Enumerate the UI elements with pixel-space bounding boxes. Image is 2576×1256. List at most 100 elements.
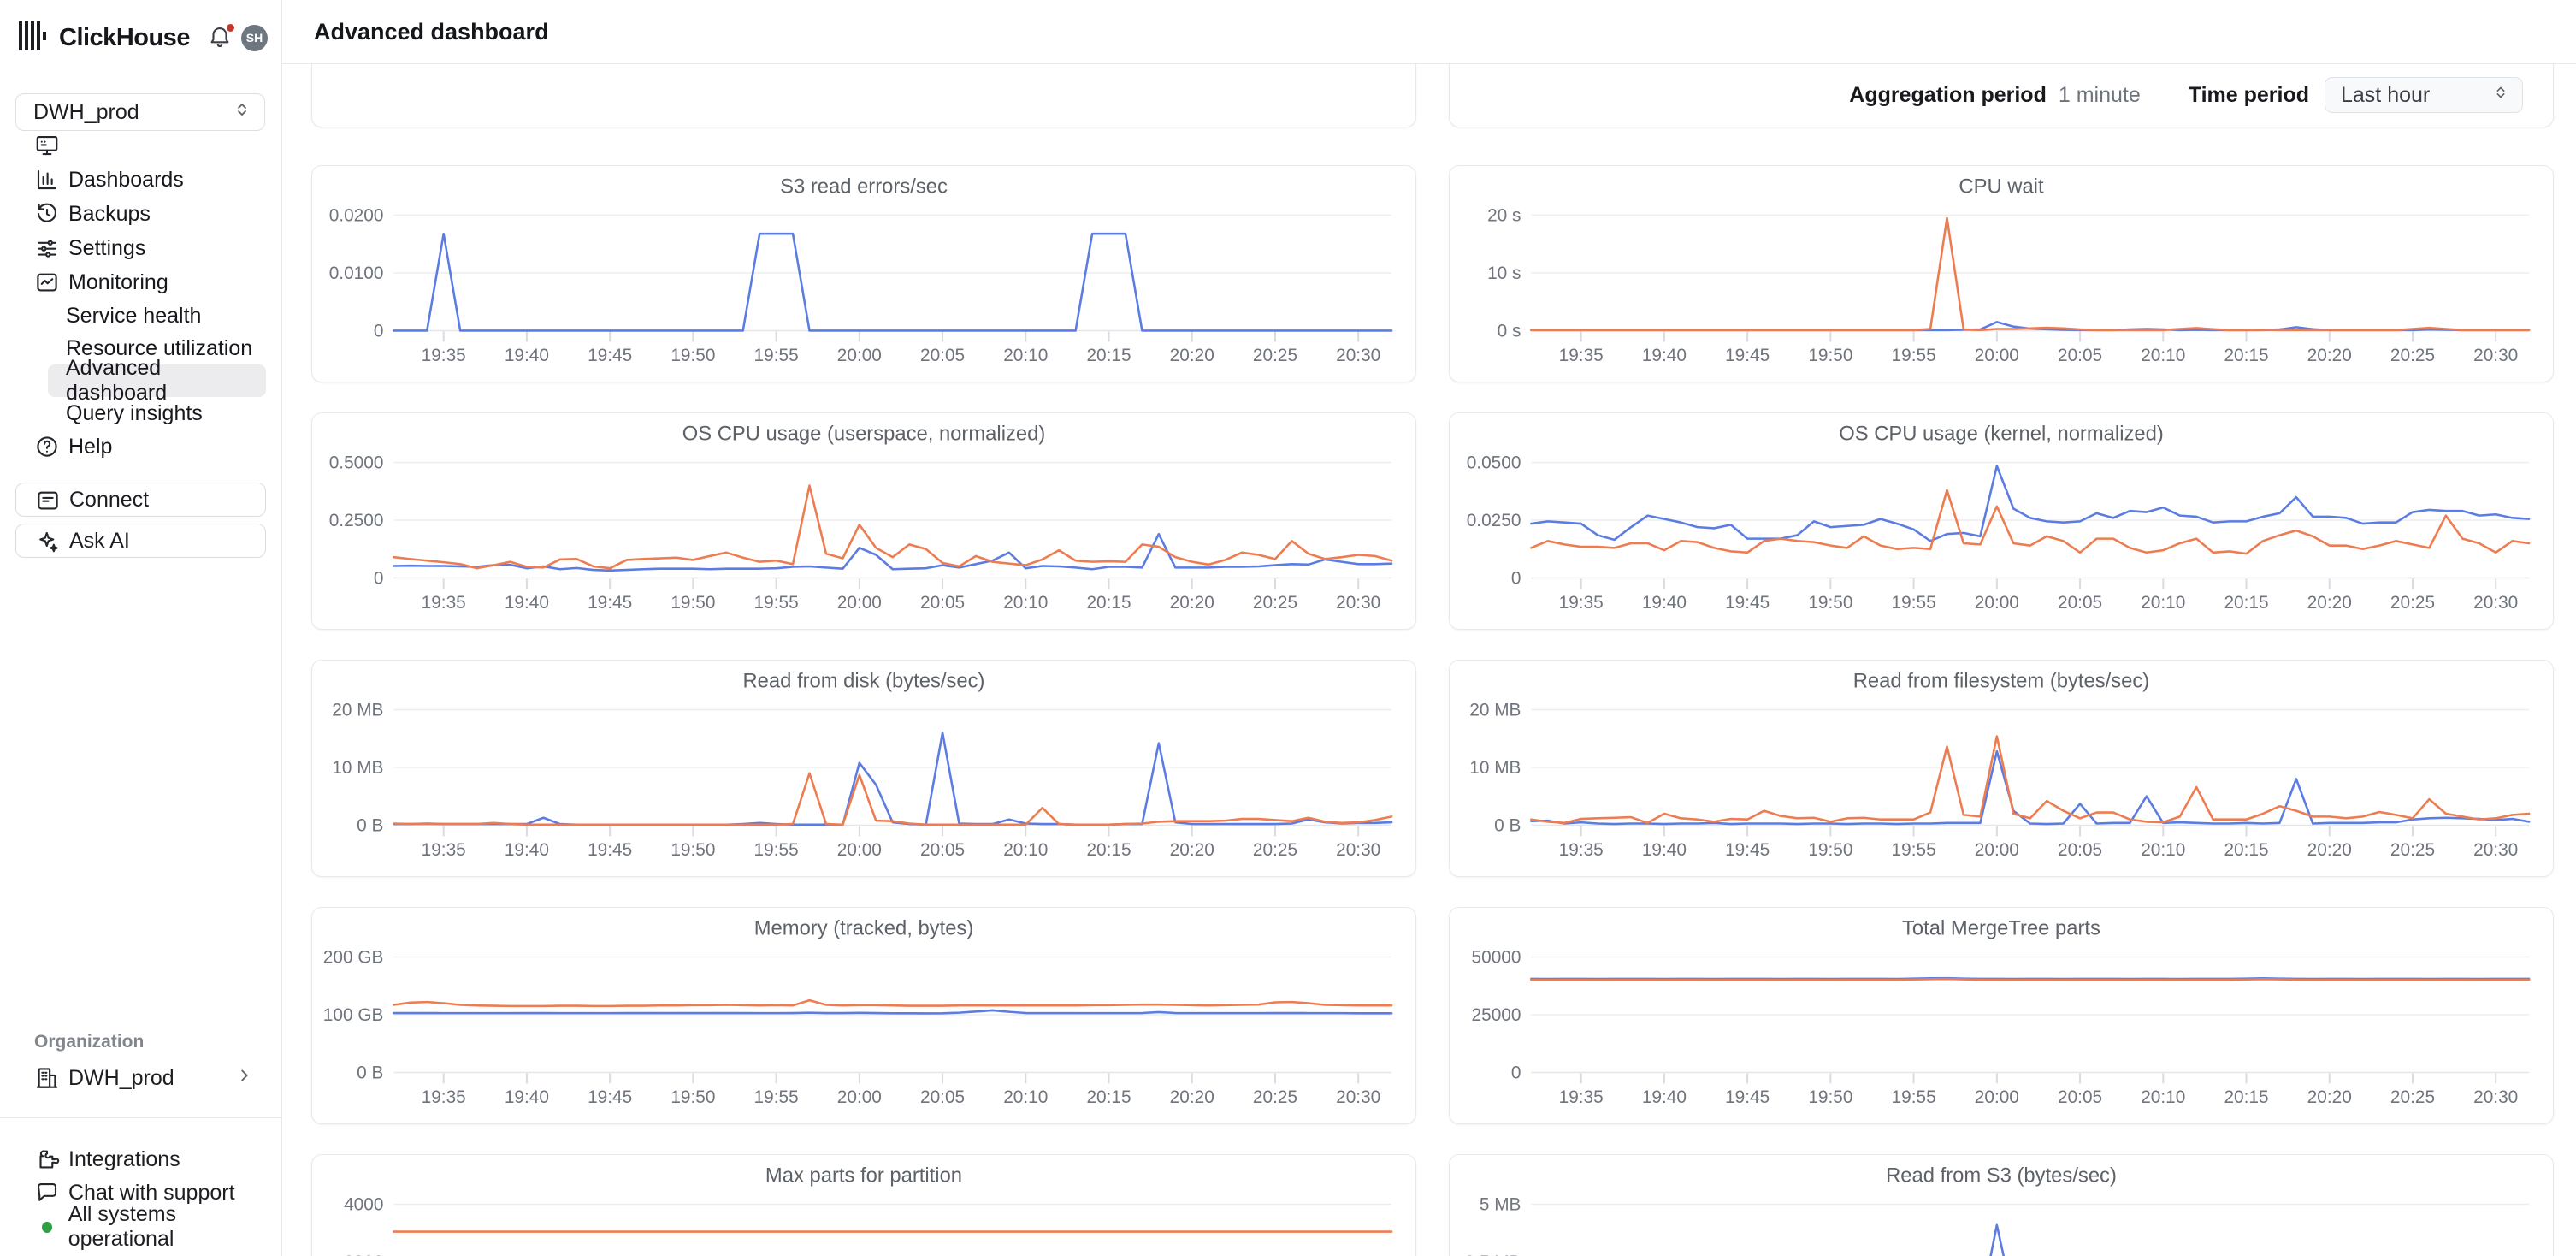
time-period-select[interactable]: Last hour bbox=[2325, 77, 2523, 113]
x-tick-label: 20:15 bbox=[1086, 840, 1131, 860]
x-tick-label: 20:30 bbox=[2473, 346, 2518, 365]
sidebar-item-organization[interactable]: DWH_prod bbox=[15, 1061, 266, 1095]
series-line-orange bbox=[393, 772, 1393, 826]
y-tick-label: 0 bbox=[1511, 568, 1521, 588]
y-tick-label: 0 B bbox=[357, 1063, 383, 1082]
chart-plot-total-mergetree-parts[interactable]: Total MergeTree parts 50000 25000 0 19:35 19:… bbox=[1450, 908, 2553, 1123]
x-tick-label: 20:20 bbox=[2307, 1087, 2352, 1107]
sidebar-item-help[interactable]: Help bbox=[15, 430, 266, 464]
monitoring-icon bbox=[34, 270, 60, 295]
organization-section-label: Organization bbox=[34, 1032, 145, 1052]
chart-card-total-mergetree-parts[interactable]: Total MergeTree parts 50000 25000 0 19:35 19:… bbox=[1449, 907, 2554, 1124]
x-tick-label: 20:00 bbox=[1975, 1087, 2019, 1107]
chart-card-memory-tracked-bytes-[interactable]: Memory (tracked, bytes) 200 GB 100 GB 0 B 19… bbox=[311, 907, 1416, 1124]
sidebar-item-monitoring[interactable]: Monitoring bbox=[15, 265, 266, 299]
chart-plot-cpu-wait[interactable]: CPU wait 20 s 10 s 0 s 19:35 19:40 19:45 19:50 1… bbox=[1450, 166, 2553, 382]
chart-card-read-from-s3-bytes-sec-[interactable]: Read from S3 (bytes/sec)5 MB2.5 MB0 B19:… bbox=[1449, 1154, 2554, 1256]
y-tick-label: 10 MB bbox=[332, 758, 383, 778]
series-line-blue bbox=[1530, 465, 2531, 542]
time-period-label: Time period bbox=[2188, 82, 2309, 107]
chart-plot-max-parts-for-partition[interactable]: Max parts for partition40002000019:3519:… bbox=[312, 1155, 1415, 1256]
y-tick-label: 0 B bbox=[357, 815, 383, 835]
sidebar-divider bbox=[0, 1117, 281, 1118]
x-tick-label: 19:45 bbox=[1725, 593, 1770, 613]
status-label: All systems operational bbox=[68, 1202, 177, 1251]
x-tick-label: 19:40 bbox=[1642, 346, 1687, 365]
y-tick-label: 10 MB bbox=[1469, 758, 1521, 778]
partial-chart-card bbox=[311, 64, 1416, 127]
x-tick-label: 19:45 bbox=[588, 593, 632, 613]
y-tick-label: 10 s bbox=[1487, 264, 1521, 283]
chart-plot-s3-read-errors-sec[interactable]: S3 read errors/sec 0.0200 0.0100 0 19:35 19:4… bbox=[312, 166, 1415, 382]
sparkle-icon bbox=[35, 529, 59, 553]
chart-card-s3-read-errors-sec[interactable]: S3 read errors/sec 0.0200 0.0100 0 19:35 19:4… bbox=[311, 165, 1416, 382]
x-tick-label: 19:40 bbox=[1642, 840, 1687, 860]
service-select[interactable]: DWH_prod bbox=[15, 93, 265, 131]
chart-card-read-from-filesystem-bytes-sec-[interactable]: Read from filesystem (bytes/sec) 20 MB 10 … bbox=[1449, 660, 2554, 877]
chart-plot-read-from-filesystem-bytes-sec-[interactable]: Read from filesystem (bytes/sec) 20 MB 10 … bbox=[1450, 661, 2553, 876]
chart-card-cpu-wait[interactable]: CPU wait 20 s 10 s 0 s 19:35 19:40 19:45 19:50 1… bbox=[1449, 165, 2554, 382]
y-tick-label: 100 GB bbox=[323, 1005, 384, 1025]
chart-plot-os-cpu-usage-kernel-normalized-[interactable]: OS CPU usage (kernel, normalized) 0.0500 0… bbox=[1450, 413, 2553, 629]
ask-ai-button[interactable]: Ask AI bbox=[15, 524, 266, 558]
x-tick-label: 20:20 bbox=[1170, 1087, 1214, 1107]
aggregation-period-value: 1 minute bbox=[2058, 82, 2141, 107]
y-tick-label: 2.5 MB bbox=[1464, 1253, 1521, 1256]
x-tick-label: 20:15 bbox=[2224, 593, 2268, 613]
sidebar-item-query-insights[interactable]: Query insights bbox=[48, 397, 266, 430]
x-tick-label: 20:30 bbox=[2473, 593, 2518, 613]
sidebar-item-service-health[interactable]: Service health bbox=[48, 299, 266, 332]
y-tick-label: 0 B bbox=[1494, 815, 1521, 835]
y-tick-label: 0.0250 bbox=[1467, 511, 1521, 530]
backups-icon bbox=[34, 201, 60, 227]
sidebar-item-label: Monitoring bbox=[68, 270, 168, 294]
x-tick-label: 20:20 bbox=[2307, 593, 2352, 613]
sidebar-item-resource-utilization[interactable]: Resource utilization bbox=[48, 332, 266, 364]
avatar[interactable]: SH bbox=[241, 24, 268, 51]
chart-card-read-from-disk-bytes-sec-[interactable]: Read from disk (bytes/sec) 20 MB 10 MB 0 B 1… bbox=[311, 660, 1416, 877]
x-tick-label: 19:40 bbox=[505, 1087, 549, 1107]
console-icon: SQL Console bbox=[34, 133, 60, 158]
series-line-blue bbox=[393, 232, 1393, 332]
x-tick-label: 20:10 bbox=[2141, 346, 2185, 365]
sidebar-item-integrations[interactable]: Integrations bbox=[15, 1142, 266, 1176]
x-tick-label: 20:00 bbox=[837, 1087, 882, 1107]
sidebar-item-dashboards[interactable]: Dashboards bbox=[15, 163, 266, 197]
chart-card-os-cpu-usage-userspace-normalized-[interactable]: OS CPU usage (userspace, normalized) 0.50… bbox=[311, 412, 1416, 630]
chart-card-max-parts-for-partition[interactable]: Max parts for partition40002000019:3519:… bbox=[311, 1154, 1416, 1256]
notification-badge bbox=[225, 22, 236, 33]
page-title: Advanced dashboard bbox=[314, 18, 549, 44]
chart-title: Read from disk (bytes/sec) bbox=[742, 670, 984, 693]
sidebar-item-chat-with-support[interactable]: Chat with support bbox=[15, 1176, 266, 1210]
series-line-blue bbox=[1989, 1223, 2006, 1256]
chart-plot-memory-tracked-bytes-[interactable]: Memory (tracked, bytes) 200 GB 100 GB 0 B 19… bbox=[312, 908, 1415, 1123]
x-tick-label: 20:05 bbox=[2058, 840, 2102, 860]
y-tick-label: 25000 bbox=[1472, 1005, 1521, 1025]
x-tick-label: 19:40 bbox=[505, 840, 549, 860]
series-line-orange bbox=[1530, 216, 2531, 332]
puzzle-icon bbox=[34, 1146, 60, 1172]
sidebar-item-settings[interactable]: Settings bbox=[15, 231, 266, 265]
status-dot-icon bbox=[42, 1221, 52, 1233]
x-tick-label: 20:15 bbox=[2224, 840, 2268, 860]
chart-card-os-cpu-usage-kernel-normalized-[interactable]: OS CPU usage (kernel, normalized) 0.0500 0… bbox=[1449, 412, 2554, 630]
sidebar-item-sql-console[interactable]: SQL Console bbox=[15, 128, 266, 163]
status-indicator[interactable]: All systems operational bbox=[15, 1202, 266, 1251]
updown-chevron-icon bbox=[232, 99, 252, 126]
sidebar-item-advanced-dashboard[interactable]: Advanced dashboard bbox=[48, 356, 266, 405]
chart-plot-read-from-s3-bytes-sec-[interactable]: Read from S3 (bytes/sec)5 MB2.5 MB0 B19:… bbox=[1450, 1155, 2553, 1256]
y-tick-label: 20 MB bbox=[1469, 700, 1521, 720]
x-tick-label: 19:35 bbox=[1559, 593, 1604, 613]
series-line-orange bbox=[1530, 489, 2531, 555]
x-tick-label: 20:25 bbox=[1253, 840, 1297, 860]
sidebar-item-backups[interactable]: Backups bbox=[15, 197, 266, 231]
x-tick-label: 20:25 bbox=[2390, 1087, 2435, 1107]
sidebar-nav: SQL Console Dashboards Backups Settings Moni… bbox=[15, 128, 266, 565]
connect-button[interactable]: Connect bbox=[15, 483, 266, 517]
chart-plot-read-from-disk-bytes-sec-[interactable]: Read from disk (bytes/sec) 20 MB 10 MB 0 B 1… bbox=[312, 661, 1415, 876]
notifications-bell-icon[interactable] bbox=[207, 22, 236, 51]
y-tick-label: 0.0100 bbox=[329, 264, 384, 283]
chart-plot-os-cpu-usage-userspace-normalized-[interactable]: OS CPU usage (userspace, normalized) 0.50… bbox=[312, 413, 1415, 629]
x-tick-label: 20:05 bbox=[2058, 1087, 2102, 1107]
x-tick-label: 20:30 bbox=[1336, 840, 1380, 860]
